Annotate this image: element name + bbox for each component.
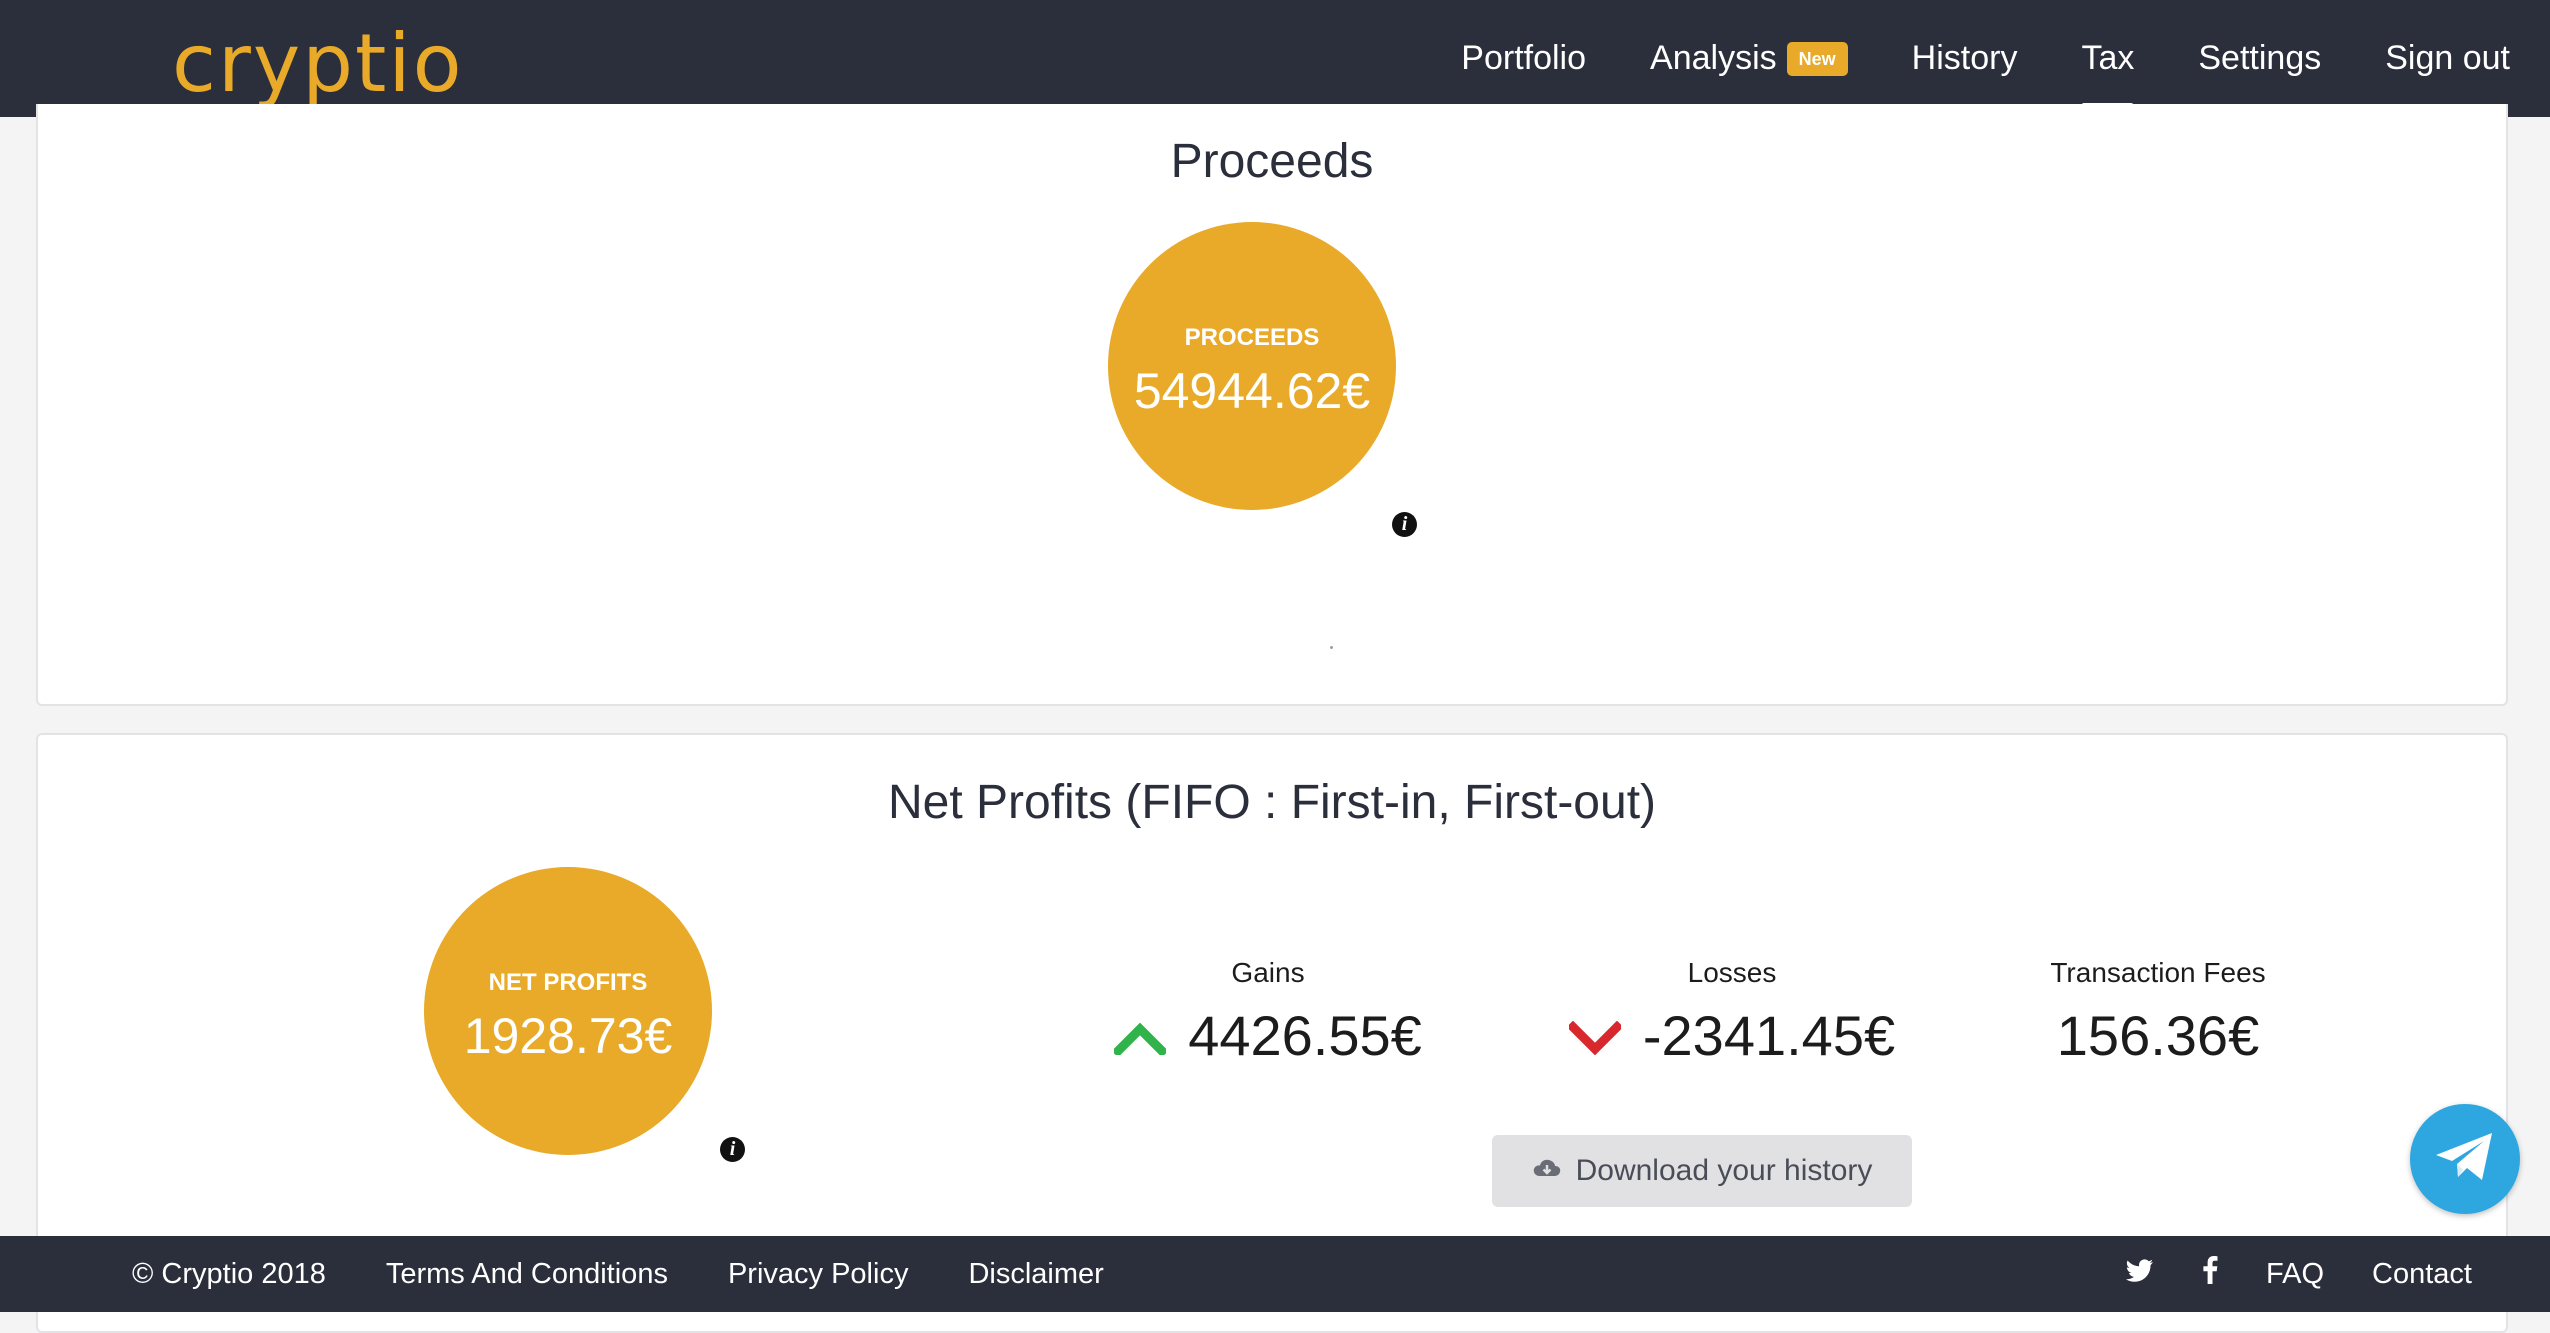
proceeds-card: Proceeds PROCEEDS 54944.62€ i xyxy=(36,104,2508,706)
cryptio-logo[interactable]: cryptio xyxy=(172,17,464,110)
loading-dot xyxy=(1330,646,1333,649)
footer-disclaimer-link[interactable]: Disclaimer xyxy=(968,1257,1104,1290)
footer: © Cryptio 2018 Terms And Conditions Priv… xyxy=(0,1236,2550,1312)
main-nav: Portfolio Analysis New History Tax Setti… xyxy=(1397,0,2510,117)
gains-value-row: 4426.55€ xyxy=(1108,1003,1428,1068)
cloud-download-icon xyxy=(1532,1154,1576,1188)
gains-label: Gains xyxy=(1231,957,1305,988)
top-navbar: cryptio Portfolio Analysis New History T… xyxy=(0,0,2550,117)
download-history-button[interactable]: Download your history xyxy=(1492,1135,1912,1207)
arrow-up-icon xyxy=(1111,1003,1169,1068)
footer-links-right: FAQ Contact xyxy=(2078,1236,2472,1312)
net-profits-circle: NET PROFITS 1928.73€ xyxy=(424,867,712,1155)
nav-analysis[interactable]: Analysis New xyxy=(1650,0,1848,117)
arrow-down-icon xyxy=(1566,1003,1624,1068)
info-icon[interactable]: i xyxy=(720,1137,745,1162)
footer-terms-link[interactable]: Terms And Conditions xyxy=(385,1257,668,1290)
telegram-icon xyxy=(2434,1130,2496,1189)
new-badge: New xyxy=(1786,41,1848,76)
net-profits-circle-value: 1928.73€ xyxy=(463,1008,673,1064)
gains-stat: Gains 4426.55€ xyxy=(1108,957,1428,1068)
net-profits-circle-label: NET PROFITS xyxy=(488,969,648,996)
fees-value-row: 156.36€ xyxy=(2008,1003,2308,1068)
footer-privacy-link[interactable]: Privacy Policy xyxy=(727,1257,909,1290)
nav-settings-label: Settings xyxy=(2198,39,2322,77)
nav-tax-label: Tax xyxy=(2081,39,2135,77)
proceeds-circle-label: PROCEEDS xyxy=(1184,324,1320,351)
proceeds-title: Proceeds xyxy=(1170,135,1374,188)
losses-value: -2341.45€ xyxy=(1642,1004,1896,1067)
fees-value: 156.36€ xyxy=(2056,1004,2260,1067)
nav-tax[interactable]: Tax xyxy=(2081,0,2134,117)
nav-sign-out[interactable]: Sign out xyxy=(2385,0,2510,117)
nav-portfolio[interactable]: Portfolio xyxy=(1461,0,1586,117)
net-profits-title: Net Profits (FIFO : First-in, First-out) xyxy=(887,776,1657,829)
nav-settings[interactable]: Settings xyxy=(2198,0,2321,117)
nav-history[interactable]: History xyxy=(1912,0,2018,117)
fees-label: Transaction Fees xyxy=(2050,957,2266,988)
download-history-label: Download your history xyxy=(1575,1154,1873,1187)
losses-value-row: -2341.45€ xyxy=(1552,1003,1912,1068)
nav-sign-out-label: Sign out xyxy=(2385,39,2510,77)
nav-portfolio-label: Portfolio xyxy=(1461,39,1587,77)
nav-history-label: History xyxy=(1911,39,2018,77)
facebook-icon[interactable] xyxy=(2202,1256,2218,1292)
gains-value: 4426.55€ xyxy=(1188,1004,1422,1067)
proceeds-circle: PROCEEDS 54944.62€ xyxy=(1108,222,1396,510)
footer-contact-link[interactable]: Contact xyxy=(2372,1257,2472,1290)
losses-stat: Losses -2341.45€ xyxy=(1552,957,1912,1068)
nav-analysis-label: Analysis xyxy=(1650,39,1777,77)
net-profits-card: Net Profits (FIFO : First-in, First-out)… xyxy=(36,733,2508,1333)
losses-label: Losses xyxy=(1687,957,1777,988)
telegram-chat-button[interactable] xyxy=(2410,1104,2520,1214)
footer-copyright: © Cryptio 2018 xyxy=(132,1257,326,1290)
footer-faq-link[interactable]: FAQ xyxy=(2266,1257,2325,1290)
proceeds-circle-value: 54944.62€ xyxy=(1133,363,1371,419)
twitter-icon[interactable] xyxy=(2126,1258,2154,1291)
fees-stat: Transaction Fees 156.36€ xyxy=(2008,957,2308,1068)
footer-links-left: © Cryptio 2018 Terms And Conditions Priv… xyxy=(132,1236,1164,1312)
info-icon[interactable]: i xyxy=(1392,512,1417,537)
